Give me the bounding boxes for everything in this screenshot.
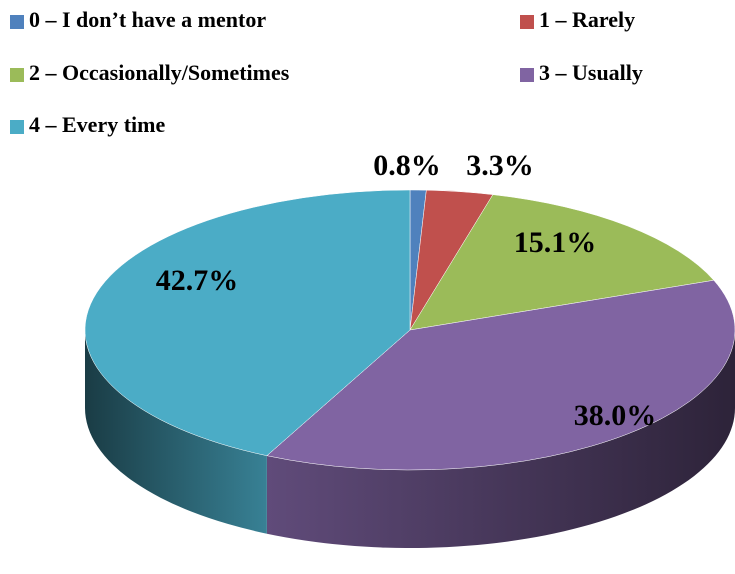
slice-side bbox=[85, 330, 267, 534]
legend-swatch bbox=[10, 68, 24, 82]
legend-label: 1 – Rarely bbox=[539, 7, 635, 32]
legend-swatch bbox=[520, 15, 534, 29]
data-label: 15.1% bbox=[514, 226, 597, 259]
legend-label: 0 – I don’t have a mentor bbox=[29, 7, 266, 32]
legend-swatch bbox=[10, 120, 24, 134]
legend-label: 3 – Usually bbox=[539, 60, 643, 85]
data-label: 42.7% bbox=[156, 264, 239, 297]
slice bbox=[409, 194, 715, 331]
data-label: 3.3% bbox=[466, 149, 534, 182]
legend-label: 2 – Occasionally/Sometimes bbox=[29, 60, 290, 85]
legend-swatch bbox=[520, 68, 534, 82]
data-label: 0.8% bbox=[373, 149, 441, 182]
legend-label: 4 – Every time bbox=[29, 112, 165, 137]
legend-swatch bbox=[10, 15, 24, 29]
data-label: 38.0% bbox=[574, 399, 657, 432]
slice-side bbox=[266, 330, 735, 548]
slice bbox=[84, 189, 411, 456]
